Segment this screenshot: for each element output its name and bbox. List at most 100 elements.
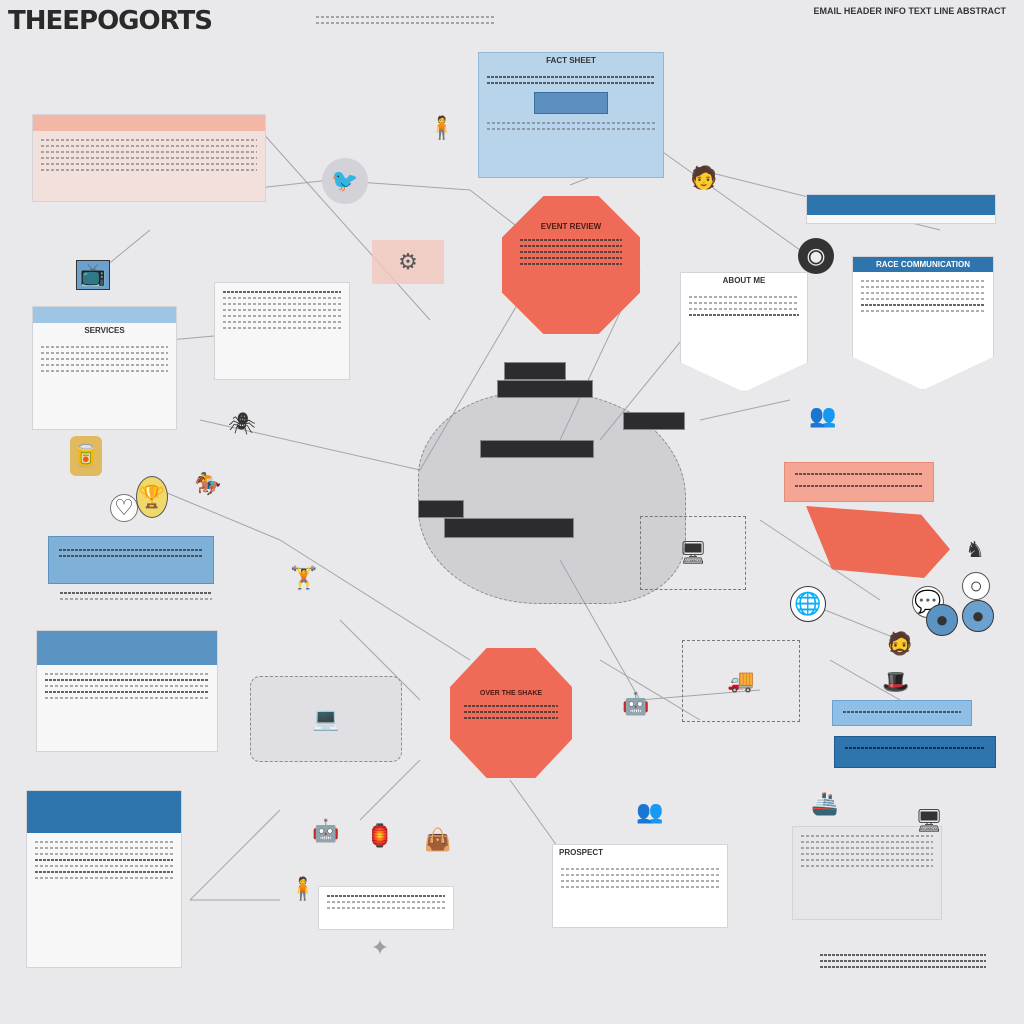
globe-icon: 🌐 — [790, 586, 826, 622]
right-bottom-card — [792, 826, 942, 920]
services-heading: SERVICES — [84, 326, 125, 335]
text-line — [35, 871, 173, 873]
heart-icon: ♡ — [110, 494, 138, 522]
text-line — [35, 841, 173, 843]
text-line — [223, 303, 341, 305]
text-line — [861, 298, 985, 300]
text-line — [41, 163, 257, 165]
text-line — [689, 296, 799, 298]
subtitle-line — [316, 16, 496, 18]
highlight-box — [534, 92, 608, 114]
text-line — [223, 321, 341, 323]
chip-label — [418, 500, 464, 518]
figure-icon: 🧍 — [428, 115, 456, 140]
text-line — [861, 292, 985, 294]
group-icon: 👥 — [636, 799, 664, 824]
text-line — [861, 286, 985, 288]
header-subtitle-block — [316, 12, 496, 28]
text-line — [60, 592, 212, 594]
text-line — [464, 711, 558, 713]
statue-icon: ♞ — [965, 537, 985, 562]
figure-icon: 🏋 — [290, 565, 318, 590]
blue-banner-top-right — [806, 194, 996, 224]
text-line — [464, 705, 558, 707]
text-line — [561, 880, 719, 882]
header-right-text: EMAIL HEADER INFO TEXT LINE ABSTRACT — [813, 6, 1006, 16]
orange-bottom-heading: OVER THE SHAKE — [479, 690, 543, 697]
chip-label — [504, 362, 566, 380]
text-line — [41, 151, 257, 153]
bird-icon: 🐦 — [322, 158, 368, 204]
tv-icon: 📺 — [76, 260, 110, 290]
footer-text-block — [820, 950, 986, 972]
blue-dot-icon: ● — [926, 604, 958, 636]
trophy-icon: 🏆 — [136, 476, 168, 518]
text-line — [801, 859, 933, 861]
prospect-card: PROSPECT — [552, 844, 728, 928]
machine-sketch-icon: ⚙ — [372, 240, 444, 284]
tablet-sketch-icon: 💻 — [250, 676, 402, 762]
text-line — [487, 76, 655, 78]
figure-icon: 🧔 — [886, 631, 914, 656]
left-bottom-card — [26, 790, 182, 968]
text-line — [861, 280, 985, 282]
race-body — [853, 272, 993, 320]
can-icon: 🥫 — [70, 436, 102, 476]
chip-label — [480, 440, 594, 458]
top-center-panel: FACT SHEET — [478, 52, 664, 178]
caption-block — [60, 588, 212, 616]
bag-icon: 👜 — [424, 827, 452, 852]
text-line — [689, 314, 799, 316]
text-line — [35, 877, 173, 879]
badge-icon: ◉ — [798, 238, 834, 274]
chip-label — [623, 412, 685, 430]
text-line — [464, 717, 558, 719]
small-card-bottom — [318, 886, 454, 930]
machine-icon: 🤖 — [622, 691, 650, 716]
figure-icon: 🧍 — [289, 876, 317, 901]
small-card-body — [319, 887, 453, 917]
prospect-body — [553, 860, 727, 896]
text-line — [820, 966, 986, 968]
text-line — [487, 122, 655, 124]
text-line — [223, 309, 341, 311]
text-line — [689, 308, 799, 310]
left-bottom-body — [27, 833, 181, 887]
orange-bottom-body — [450, 697, 572, 727]
text-line — [41, 145, 257, 147]
blue-card-body — [37, 665, 217, 707]
device-sketch-icon: 🖥 — [640, 516, 746, 590]
creature-icon: 🕷 — [228, 411, 256, 436]
text-line — [801, 835, 933, 837]
services-header-bar — [33, 307, 176, 323]
text-line — [41, 352, 168, 354]
text-line — [820, 960, 986, 962]
text-line — [45, 691, 209, 693]
rider-icon: 🏇 — [194, 471, 222, 496]
figure-icon: 🧑 — [690, 165, 718, 190]
speech-icon: 💬 — [912, 586, 944, 618]
right-bottom-body — [793, 827, 941, 875]
top-center-body — [479, 68, 663, 138]
text-line — [41, 346, 168, 348]
text-line — [35, 859, 173, 861]
text-line — [41, 358, 168, 360]
faded-icon: ✦ — [370, 935, 390, 960]
text-line — [41, 169, 257, 171]
circle-icon: ○ — [962, 572, 990, 600]
text-line — [60, 598, 212, 600]
salmon-card-header — [33, 115, 265, 131]
robot-icon: 🤖 — [312, 818, 340, 843]
text-line — [561, 886, 719, 888]
race-shield-card: RACE COMMUNICATION — [852, 256, 994, 390]
computer-icon: 🖥 — [915, 808, 943, 833]
lamp-icon: 🏮 — [366, 823, 394, 848]
chip-label — [497, 380, 593, 398]
white-card-left — [214, 282, 350, 380]
text-line — [520, 245, 622, 247]
text-line — [41, 364, 168, 366]
race-heading: RACE COMMUNICATION — [853, 257, 993, 272]
salmon-card-body — [33, 131, 265, 179]
cap-icon: 🎩 — [882, 669, 910, 694]
text-line — [41, 370, 168, 372]
